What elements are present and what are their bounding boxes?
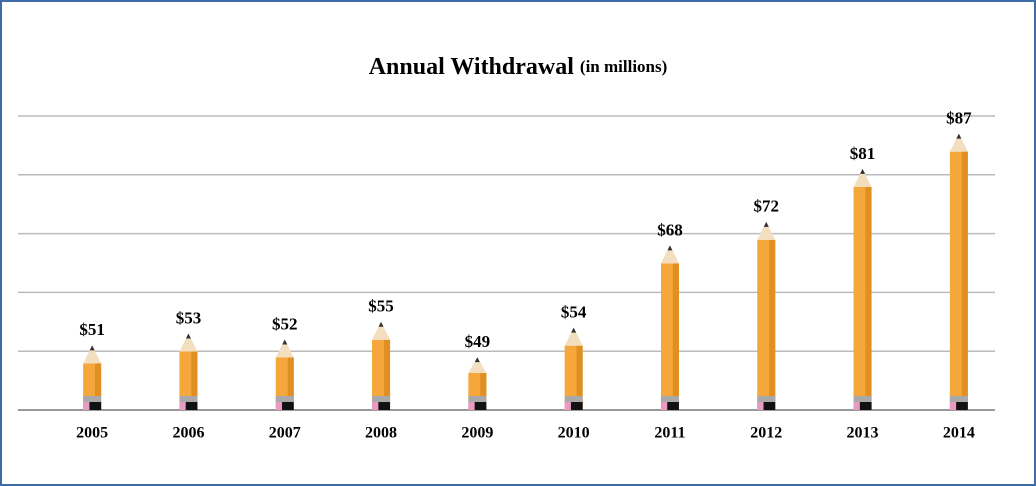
pencil-lead [763,221,769,227]
pencil-lead [89,345,95,351]
pencil-ferrule [853,396,872,402]
pencil-lead [282,339,288,345]
x-tick-label: 2008 [365,425,397,442]
pencil-eraser-shadow [89,402,102,410]
pencil-ferrule [83,396,102,402]
x-tick-label: 2014 [943,425,975,442]
pencil [275,339,294,410]
pencil-ferrule [660,396,679,402]
pencil-eraser-shadow [185,402,198,410]
x-tick-label: 2007 [269,425,301,442]
pencil-lead [474,357,480,363]
chart-title-group: Annual Withdrawal (in millions) [369,54,668,80]
value-label: $81 [850,144,876,163]
pencil-shade [383,339,391,410]
value-label: $87 [946,109,972,128]
pencil-lead [956,133,962,139]
pencil-shade [576,345,583,410]
value-label: $72 [754,197,780,216]
pencil [660,245,679,410]
pencil-shade [287,357,294,410]
pencil-shade [480,372,487,410]
x-tick-label: 2009 [461,425,493,442]
pencil-shade [191,351,198,410]
x-tick-label: 2006 [172,425,204,442]
x-tick-label: 2005 [76,425,108,442]
pencil-lead [571,327,577,333]
pencil-eraser-shadow [378,402,391,410]
pencil-lead [667,245,673,251]
pencil-ferrule [275,396,294,402]
value-label: $52 [272,314,298,333]
pencil [83,345,102,410]
pencil [853,168,872,410]
pencil [564,327,583,410]
pencil-ferrule [757,396,776,402]
x-tick-label: 2010 [558,425,590,442]
pencil [468,357,487,410]
pencil-tip [853,168,872,187]
pencil-ferrule [949,396,968,402]
value-label: $54 [561,303,587,322]
chart-subtitle: (in millions) [580,57,667,76]
pencil [949,133,968,410]
pencil-tip [757,221,776,240]
pencil-eraser-shadow [763,402,776,410]
pencil-tip [179,333,198,352]
pencil-eraser-shadow [956,402,968,410]
pencil-tip [949,133,968,152]
value-label: $53 [176,308,202,327]
pencil-lead [378,321,384,327]
pencil [757,221,776,410]
x-tick-label: 2011 [654,425,685,442]
pencil-eraser-shadow [859,402,872,410]
pencil-ferrule [468,396,487,402]
value-label: $51 [79,320,105,339]
pencil [372,321,391,410]
pencil-tip [660,245,679,264]
pencil-ferrule [179,396,198,402]
pencil-shade [961,151,968,410]
value-label: $68 [657,220,683,239]
pencil-tip [564,327,583,346]
pencil-ferrule [372,396,391,402]
pencil-eraser-shadow [570,402,583,410]
value-label: $55 [368,297,394,316]
pencil-eraser-shadow [474,402,487,410]
chart-title: Annual Withdrawal [369,54,575,80]
pencil-shade [672,263,679,410]
pencil-tip [83,345,102,364]
pencil-lead [185,333,191,339]
value-label: $49 [465,332,491,351]
x-tick-label: 2013 [847,425,879,442]
pencil-shade [865,186,872,410]
pencil-shade [769,239,776,410]
x-tick-label: 2012 [750,425,782,442]
pencil-tip [275,339,294,358]
pencil-eraser-shadow [282,402,294,410]
pencil-tip [468,357,487,373]
pencil-ferrule [564,396,583,402]
pencil-shade [95,363,102,410]
pencil [179,333,198,410]
pencil-eraser-shadow [667,402,679,410]
pencil-lead [860,168,866,174]
pencil-tip [372,321,391,340]
